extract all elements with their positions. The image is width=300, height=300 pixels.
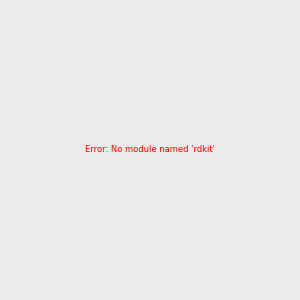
Text: Error: No module named 'rdkit': Error: No module named 'rdkit' xyxy=(85,146,215,154)
